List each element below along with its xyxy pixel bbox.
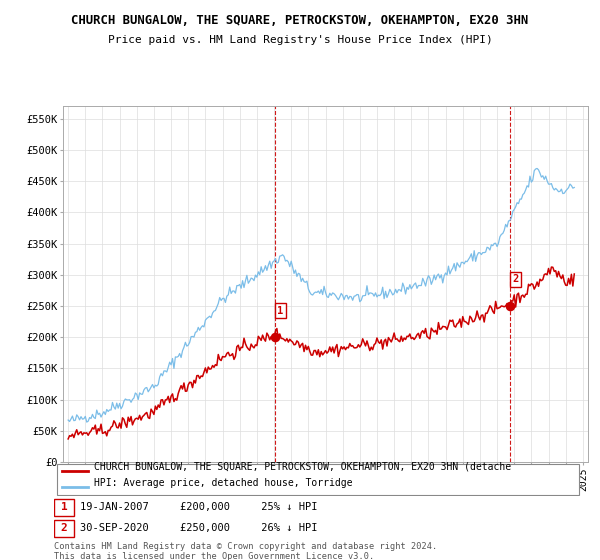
Text: CHURCH BUNGALOW, THE SQUARE, PETROCKSTOW, OKEHAMPTON, EX20 3HN (detache: CHURCH BUNGALOW, THE SQUARE, PETROCKSTOW… <box>94 461 511 472</box>
Text: 1: 1 <box>277 306 284 315</box>
FancyBboxPatch shape <box>54 520 74 536</box>
Text: 1: 1 <box>61 502 67 512</box>
FancyBboxPatch shape <box>56 464 580 495</box>
Point <box>270 333 280 342</box>
Text: 2: 2 <box>512 274 519 284</box>
Text: HPI: Average price, detached house, Torridge: HPI: Average price, detached house, Torr… <box>94 478 352 488</box>
Text: 19-JAN-2007     £200,000     25% ↓ HPI: 19-JAN-2007 £200,000 25% ↓ HPI <box>80 502 318 512</box>
Point <box>505 301 515 310</box>
Text: Price paid vs. HM Land Registry's House Price Index (HPI): Price paid vs. HM Land Registry's House … <box>107 35 493 45</box>
FancyBboxPatch shape <box>54 499 74 516</box>
Text: CHURCH BUNGALOW, THE SQUARE, PETROCKSTOW, OKEHAMPTON, EX20 3HN: CHURCH BUNGALOW, THE SQUARE, PETROCKSTOW… <box>71 14 529 27</box>
Text: 2: 2 <box>61 523 67 533</box>
Text: Contains HM Land Registry data © Crown copyright and database right 2024.
This d: Contains HM Land Registry data © Crown c… <box>54 542 437 560</box>
Text: 30-SEP-2020     £250,000     26% ↓ HPI: 30-SEP-2020 £250,000 26% ↓ HPI <box>80 523 318 533</box>
